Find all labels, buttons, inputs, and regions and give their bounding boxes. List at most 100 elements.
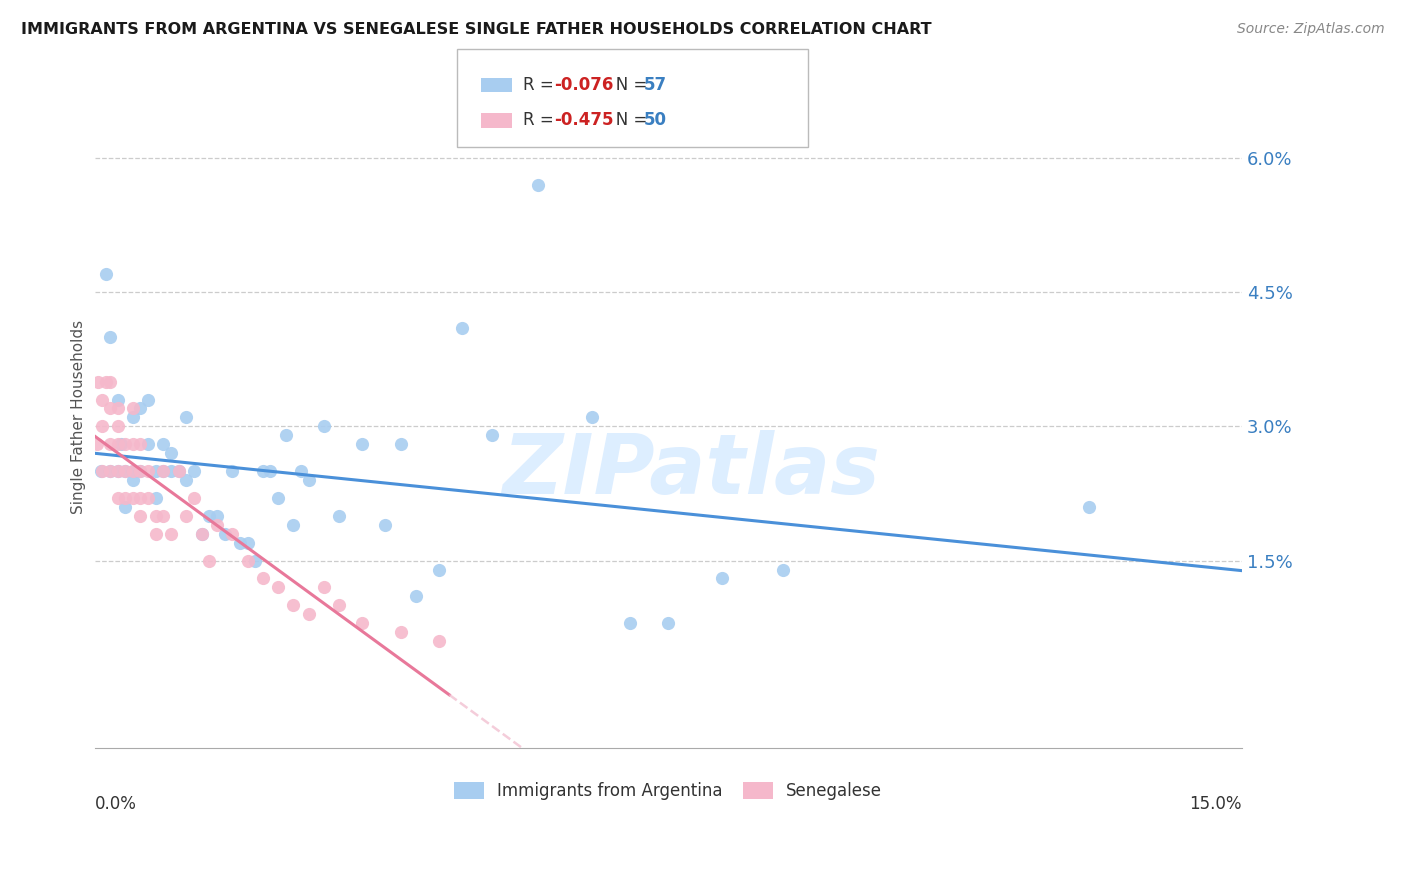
Point	[160, 446, 183, 460]
Point	[121, 464, 143, 478]
Text: 57: 57	[644, 76, 666, 94]
Point	[107, 437, 129, 451]
Point	[283, 599, 305, 613]
Point	[114, 464, 136, 478]
Point	[94, 267, 117, 281]
Point	[91, 464, 114, 478]
Point	[91, 392, 114, 407]
Text: 0.0%: 0.0%	[94, 795, 136, 813]
Point	[86, 437, 108, 451]
Point	[107, 401, 129, 416]
Text: 50: 50	[644, 112, 666, 129]
Text: N =: N =	[600, 112, 652, 129]
Point	[176, 410, 198, 425]
Point	[145, 464, 167, 478]
Point	[1077, 500, 1099, 514]
Point	[352, 437, 374, 451]
Point	[252, 464, 274, 478]
Point	[267, 581, 290, 595]
Point	[107, 419, 129, 434]
Point	[176, 473, 198, 487]
Point	[121, 491, 143, 505]
Text: Source: ZipAtlas.com: Source: ZipAtlas.com	[1237, 22, 1385, 37]
Point	[145, 526, 167, 541]
Point	[267, 491, 290, 505]
Point	[581, 410, 603, 425]
Point	[619, 616, 641, 631]
Point	[190, 526, 212, 541]
Text: IMMIGRANTS FROM ARGENTINA VS SENEGALESE SINGLE FATHER HOUSEHOLDS CORRELATION CHA: IMMIGRANTS FROM ARGENTINA VS SENEGALESE …	[21, 22, 932, 37]
Point	[129, 464, 152, 478]
Point	[90, 464, 112, 478]
Text: N =: N =	[600, 76, 652, 94]
Point	[87, 375, 110, 389]
Point	[98, 375, 121, 389]
Point	[114, 491, 136, 505]
Point	[152, 508, 174, 523]
Point	[259, 464, 281, 478]
Point	[129, 464, 152, 478]
Point	[352, 616, 374, 631]
Point	[221, 464, 243, 478]
Point	[312, 581, 335, 595]
Point	[312, 419, 335, 434]
Text: -0.475: -0.475	[554, 112, 613, 129]
Point	[176, 508, 198, 523]
Point	[114, 437, 136, 451]
Point	[190, 526, 212, 541]
Text: -0.076: -0.076	[554, 76, 613, 94]
Point	[152, 464, 174, 478]
Point	[290, 464, 312, 478]
Point	[405, 590, 427, 604]
Point	[136, 491, 159, 505]
Point	[129, 508, 152, 523]
Point	[121, 437, 143, 451]
Point	[98, 401, 121, 416]
Point	[107, 491, 129, 505]
Text: 15.0%: 15.0%	[1189, 795, 1241, 813]
Point	[129, 491, 152, 505]
Point	[229, 535, 252, 549]
Point	[129, 401, 152, 416]
Point	[527, 178, 550, 192]
Point	[183, 491, 205, 505]
Point	[710, 572, 733, 586]
Point	[450, 321, 472, 335]
Point	[91, 419, 114, 434]
Point	[129, 437, 152, 451]
Point	[136, 437, 159, 451]
Point	[328, 508, 350, 523]
Point	[167, 464, 190, 478]
Point	[152, 437, 174, 451]
Point	[221, 526, 243, 541]
Point	[214, 526, 236, 541]
Point	[94, 375, 117, 389]
Point	[145, 491, 167, 505]
Point	[298, 473, 321, 487]
Point	[121, 410, 143, 425]
Point	[145, 508, 167, 523]
Point	[136, 464, 159, 478]
Point	[205, 517, 228, 532]
Point	[114, 464, 136, 478]
Point	[121, 464, 143, 478]
Point	[657, 616, 679, 631]
Point	[389, 625, 412, 640]
Point	[274, 428, 297, 442]
Point	[114, 500, 136, 514]
Point	[98, 330, 121, 344]
Point	[236, 535, 259, 549]
Point	[107, 464, 129, 478]
Point	[481, 428, 503, 442]
Point	[136, 392, 159, 407]
Point	[160, 464, 183, 478]
Point	[98, 464, 121, 478]
Point	[236, 553, 259, 567]
Point	[152, 464, 174, 478]
Point	[107, 464, 129, 478]
Point	[427, 562, 450, 576]
Point	[98, 464, 121, 478]
Point	[121, 473, 143, 487]
Text: ZIPatlas: ZIPatlas	[502, 430, 880, 511]
Text: R =: R =	[523, 76, 560, 94]
